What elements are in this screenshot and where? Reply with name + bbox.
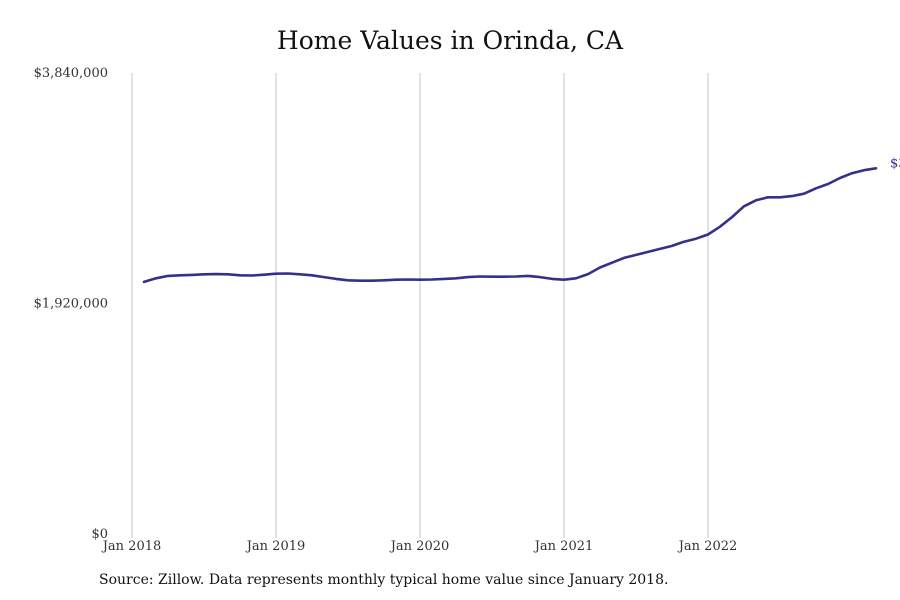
x-tick-label: Jan 2022 [677,539,738,554]
chart-title: Home Values in Orinda, CA [276,26,624,55]
end-value-label: $3,046,448 [890,156,900,171]
x-axis-ticks: Jan 2018 Jan 2019 Jan 2020 Jan 2021 Jan 2022 [101,539,738,554]
y-tick-label: $1,920,000 [34,297,108,312]
x-tick-label: Jan 2018 [101,539,162,554]
series-line-0 [142,167,878,284]
x-tick-label: Jan 2019 [245,539,306,554]
series-group [142,167,878,284]
gridlines [131,73,709,538]
y-tick-label: $0 [91,527,108,542]
x-tick-label: Jan 2021 [533,539,594,554]
y-tick-label: $3,840,000 [34,66,108,81]
source-note: Source: Zillow. Data represents monthly … [99,572,669,588]
end-labels: $3,046,448 [890,156,900,171]
y-axis-ticks: $0 $1,920,000 $3,840,000 [34,66,108,542]
x-tick-label: Jan 2020 [389,539,450,554]
